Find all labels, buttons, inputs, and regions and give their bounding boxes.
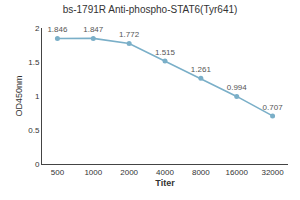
svg-text:OD450nm: OD450nm [14, 75, 24, 116]
svg-text:4000: 4000 [156, 168, 174, 177]
svg-text:2000: 2000 [120, 168, 138, 177]
svg-text:8000: 8000 [192, 168, 210, 177]
svg-text:bs-1791R Anti-phospho-STAT6(Ty: bs-1791R Anti-phospho-STAT6(Tyr641) [63, 4, 238, 15]
svg-text:1.772: 1.772 [119, 30, 140, 39]
svg-text:1.515: 1.515 [155, 48, 176, 57]
svg-text:Titer: Titer [155, 178, 175, 188]
svg-text:1000: 1000 [84, 168, 102, 177]
svg-text:1.846: 1.846 [47, 25, 68, 34]
svg-text:0.5: 0.5 [28, 126, 40, 135]
svg-text:1: 1 [35, 92, 40, 101]
svg-text:1.261: 1.261 [191, 65, 212, 74]
svg-text:32000: 32000 [261, 168, 284, 177]
svg-text:16000: 16000 [226, 168, 249, 177]
svg-text:0.994: 0.994 [227, 83, 248, 92]
svg-text:1.847: 1.847 [83, 25, 104, 34]
svg-text:2: 2 [35, 24, 40, 33]
svg-text:0.707: 0.707 [263, 103, 284, 112]
svg-text:1.5: 1.5 [28, 58, 40, 67]
svg-text:0: 0 [35, 160, 40, 169]
svg-text:500: 500 [51, 168, 65, 177]
